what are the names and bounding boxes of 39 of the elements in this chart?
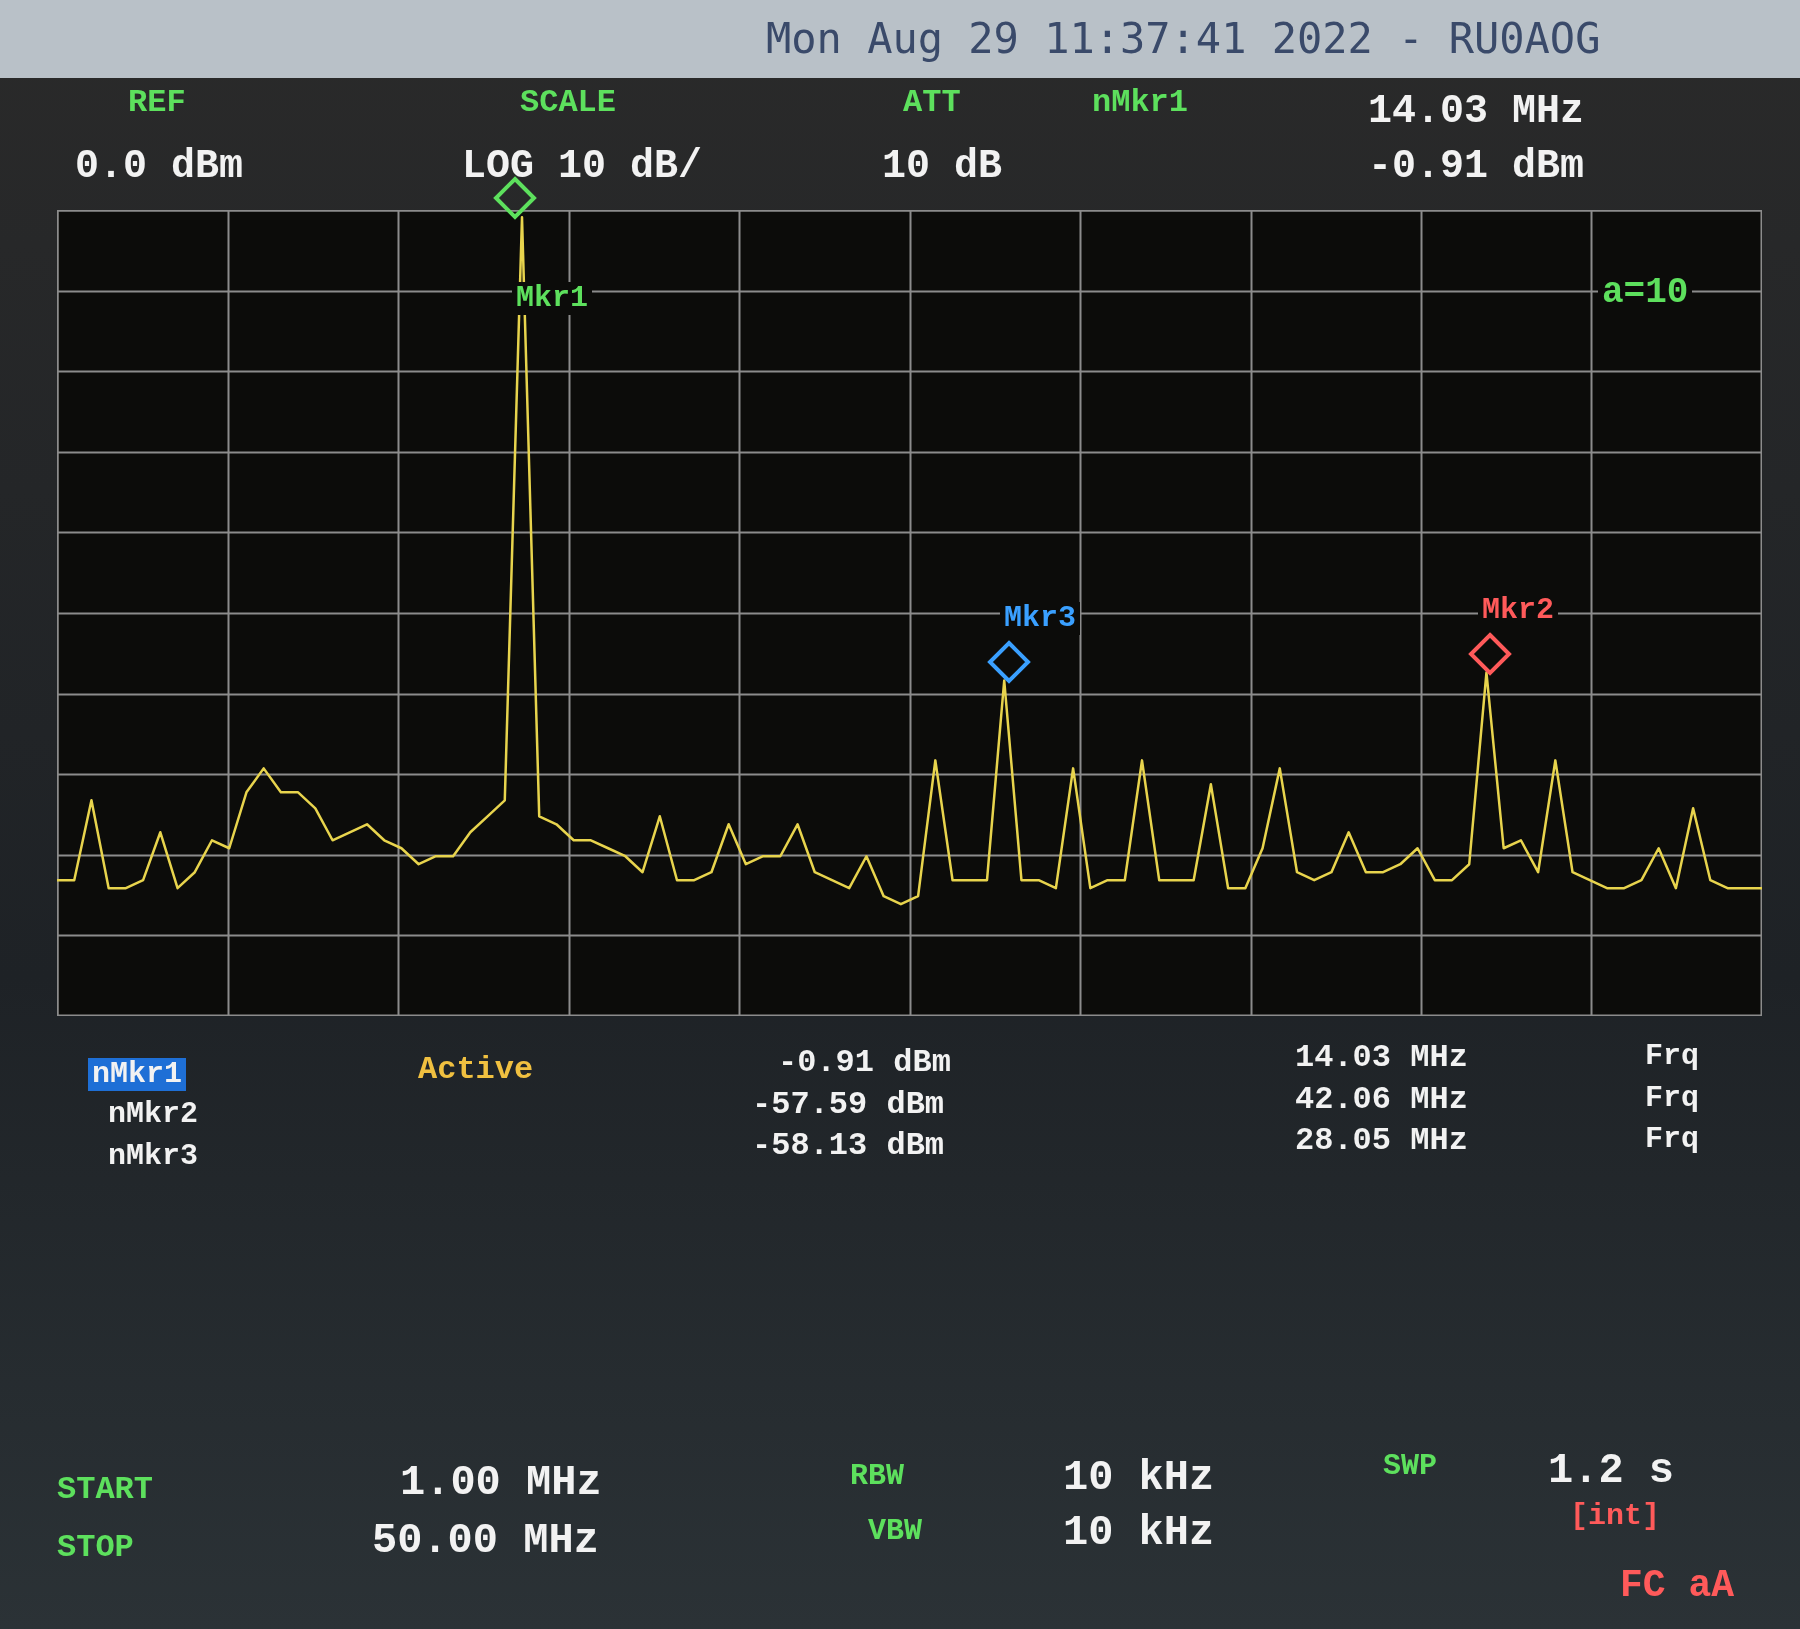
annotation: Mkr3 — [1000, 601, 1081, 635]
text: 0.0 dBm — [75, 144, 244, 189]
text: STOP — [57, 1529, 134, 1566]
text: 10 kHz — [1063, 1454, 1215, 1502]
text: [int] — [1570, 1499, 1661, 1533]
text: START — [57, 1471, 154, 1508]
text: -57.59 dBm — [752, 1086, 945, 1123]
text: -58.13 dBm — [752, 1127, 945, 1164]
text: nMkr2 — [108, 1097, 199, 1131]
annotation: Mkr1 — [512, 281, 593, 315]
text: Frq — [1645, 1039, 1700, 1073]
text: Frq — [1645, 1081, 1700, 1115]
annotation: Mkr2 — [1478, 593, 1559, 627]
text: 1.2 s — [1548, 1447, 1675, 1495]
chart-title: Mon Aug 29 11:37:41 2022 - RU0AOG — [766, 14, 1601, 63]
text: 14.03 MHz — [1368, 89, 1585, 134]
text: 10 dB — [882, 144, 1003, 189]
text: -0.91 dBm — [1368, 144, 1585, 189]
text: Active — [418, 1051, 534, 1088]
text: FC aA — [1620, 1564, 1735, 1607]
text: 50.00 MHz — [372, 1517, 599, 1565]
text: 28.05 MHz — [1295, 1122, 1468, 1159]
text: RBW — [850, 1459, 905, 1493]
annotation: a=10 — [1598, 272, 1693, 313]
text: ATT — [903, 84, 961, 121]
text: Frq — [1645, 1122, 1700, 1156]
text: REF — [128, 84, 186, 121]
text: VBW — [868, 1514, 923, 1548]
text: SCALE — [520, 84, 617, 121]
text: nMkr1 — [1092, 84, 1189, 121]
text: nMkr1 — [88, 1057, 187, 1091]
text: nMkr3 — [108, 1139, 199, 1173]
text: 14.03 MHz — [1295, 1039, 1468, 1076]
text: SWP — [1383, 1449, 1438, 1483]
text: -0.91 dBm — [778, 1044, 951, 1081]
text: LOG 10 dB/ — [462, 144, 703, 189]
text: 1.00 MHz — [400, 1459, 602, 1507]
text: 42.06 MHz — [1295, 1081, 1468, 1118]
text: 10 kHz — [1063, 1509, 1215, 1557]
